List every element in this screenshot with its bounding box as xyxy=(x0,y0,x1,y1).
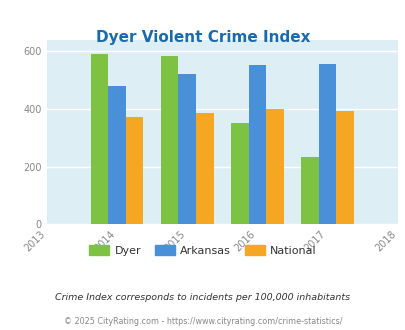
Bar xyxy=(178,74,196,224)
Bar xyxy=(301,156,318,224)
Text: © 2025 CityRating.com - https://www.cityrating.com/crime-statistics/: © 2025 CityRating.com - https://www.city… xyxy=(64,317,341,326)
Text: Dyer Violent Crime Index: Dyer Violent Crime Index xyxy=(96,30,309,45)
Bar xyxy=(230,123,248,224)
Bar xyxy=(196,113,213,224)
Bar xyxy=(108,86,126,224)
Bar xyxy=(266,110,283,224)
Bar xyxy=(126,117,143,224)
Bar xyxy=(248,65,266,224)
Bar xyxy=(160,56,178,224)
Legend: Dyer, Arkansas, National: Dyer, Arkansas, National xyxy=(85,241,320,260)
Bar xyxy=(336,111,353,224)
Bar xyxy=(318,64,336,224)
Bar xyxy=(90,54,108,224)
Text: Crime Index corresponds to incidents per 100,000 inhabitants: Crime Index corresponds to incidents per… xyxy=(55,292,350,302)
